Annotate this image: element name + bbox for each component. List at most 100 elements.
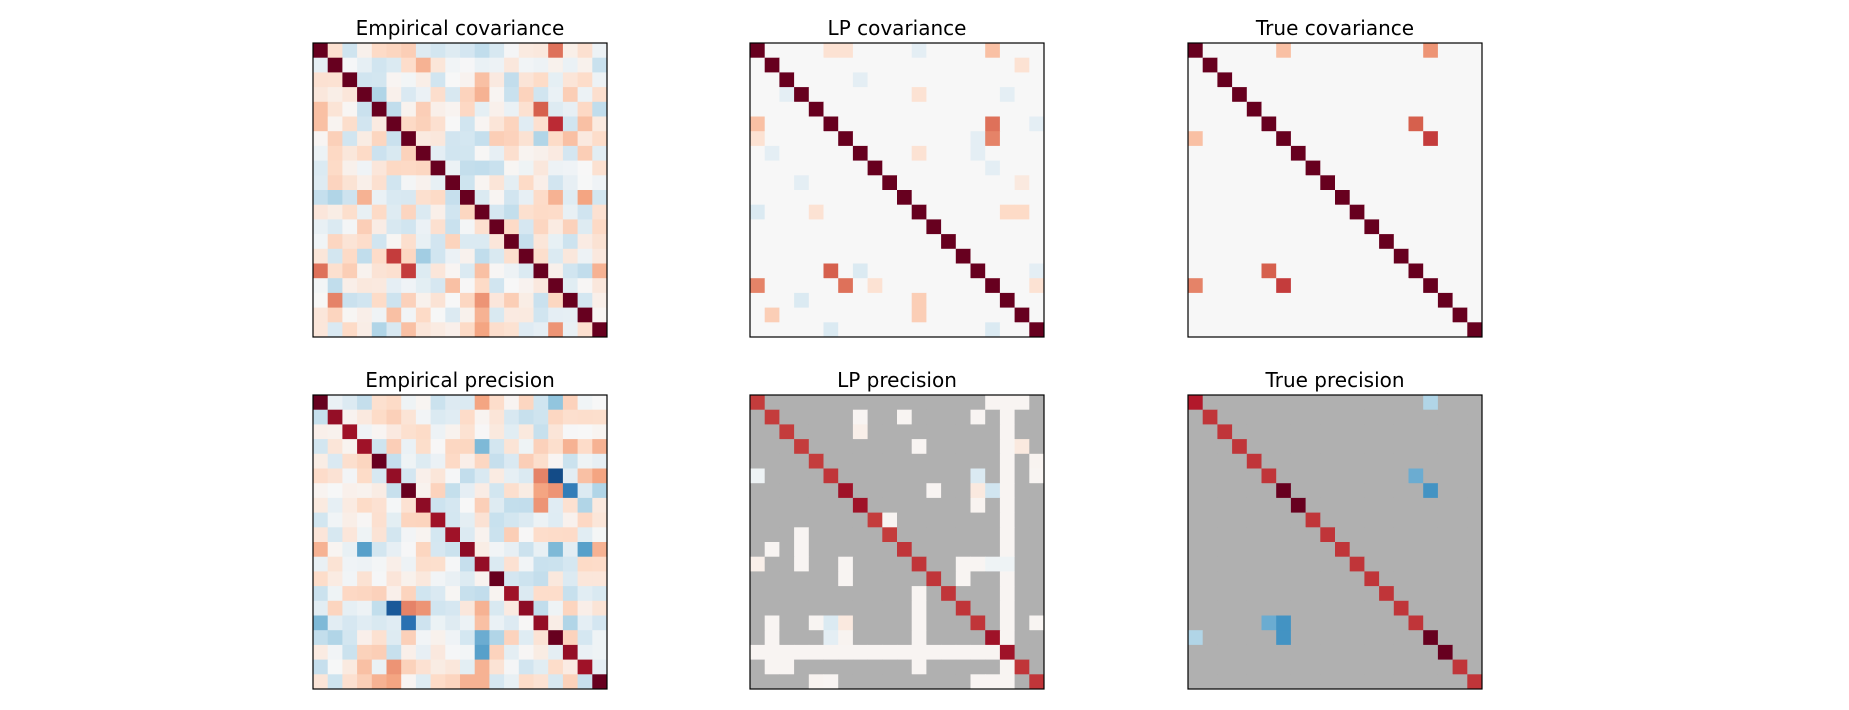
cell-14-3 bbox=[794, 600, 810, 616]
cell-14-17 bbox=[999, 248, 1015, 264]
cell-3-2 bbox=[342, 87, 358, 103]
cell-14-0 bbox=[313, 248, 329, 264]
cell-14-12 bbox=[926, 600, 942, 616]
cell-15-5 bbox=[1261, 263, 1277, 279]
cell-19-14 bbox=[518, 322, 534, 338]
cell-4-12 bbox=[926, 101, 942, 117]
cell-4-10 bbox=[1335, 453, 1351, 469]
cell-13-19 bbox=[592, 586, 608, 602]
cell-1-3 bbox=[357, 409, 373, 425]
cell-12-18 bbox=[1014, 571, 1030, 587]
cell-4-14 bbox=[955, 101, 971, 117]
cell-6-17 bbox=[999, 483, 1015, 499]
cell-16-1 bbox=[764, 630, 780, 646]
cell-2-2 bbox=[779, 72, 795, 88]
cell-9-13 bbox=[941, 175, 957, 191]
cell-9-3 bbox=[1232, 175, 1248, 191]
cell-19-2 bbox=[1217, 674, 1233, 690]
cell-19-8 bbox=[1305, 322, 1321, 338]
cell-5-14 bbox=[1393, 468, 1409, 484]
cell-3-16 bbox=[985, 87, 1001, 103]
cell-19-3 bbox=[794, 674, 810, 690]
cell-19-5 bbox=[386, 322, 402, 338]
cell-2-10 bbox=[460, 424, 476, 440]
cell-8-10 bbox=[897, 160, 913, 176]
cell-4-12 bbox=[1364, 453, 1380, 469]
cell-19-14 bbox=[1393, 674, 1409, 690]
cell-15-5 bbox=[386, 263, 402, 279]
cell-18-12 bbox=[1364, 307, 1380, 323]
cell-15-14 bbox=[955, 615, 971, 631]
cell-15-11 bbox=[474, 263, 490, 279]
cell-14-9 bbox=[882, 600, 898, 616]
cell-19-19 bbox=[592, 674, 608, 690]
cell-15-6 bbox=[838, 263, 854, 279]
cell-19-9 bbox=[882, 322, 898, 338]
cell-5-10 bbox=[897, 116, 913, 132]
cell-12-15 bbox=[970, 571, 986, 587]
cell-14-15 bbox=[533, 248, 549, 264]
cell-5-7 bbox=[1290, 116, 1306, 132]
cell-12-16 bbox=[985, 219, 1001, 235]
cell-19-16 bbox=[985, 674, 1001, 690]
cell-19-8 bbox=[430, 322, 446, 338]
cell-5-1 bbox=[764, 116, 780, 132]
cell-3-2 bbox=[1217, 87, 1233, 103]
cell-18-6 bbox=[1276, 659, 1292, 675]
cell-5-6 bbox=[401, 468, 417, 484]
cell-18-9 bbox=[882, 307, 898, 323]
cell-15-9 bbox=[1320, 263, 1336, 279]
cell-6-10 bbox=[897, 131, 913, 147]
cell-7-10 bbox=[1335, 145, 1351, 161]
cell-11-16 bbox=[548, 204, 564, 220]
cell-10-3 bbox=[1232, 542, 1248, 558]
cell-13-16 bbox=[548, 234, 564, 250]
cell-13-1 bbox=[764, 586, 780, 602]
cell-1-19 bbox=[592, 57, 608, 73]
cell-11-4 bbox=[808, 204, 824, 220]
cell-3-2 bbox=[779, 87, 795, 103]
cell-2-3 bbox=[1232, 424, 1248, 440]
cell-19-14 bbox=[955, 322, 971, 338]
cell-18-9 bbox=[1320, 659, 1336, 675]
cell-1-10 bbox=[1335, 409, 1351, 425]
cell-0-15 bbox=[970, 395, 986, 411]
cell-1-8 bbox=[430, 409, 446, 425]
cell-1-19 bbox=[1467, 57, 1483, 73]
cell-8-17 bbox=[562, 160, 578, 176]
cell-12-18 bbox=[1452, 571, 1468, 587]
cell-14-9 bbox=[445, 248, 461, 264]
cell-15-9 bbox=[1320, 615, 1336, 631]
cell-7-14 bbox=[1393, 497, 1409, 513]
cell-18-13 bbox=[1379, 659, 1395, 675]
title-true-precision: True precision bbox=[1264, 368, 1404, 392]
cell-12-12 bbox=[926, 571, 942, 587]
cell-4-16 bbox=[548, 453, 564, 469]
cell-18-17 bbox=[562, 307, 578, 323]
cell-1-13 bbox=[941, 409, 957, 425]
cell-16-3 bbox=[1232, 630, 1248, 646]
cell-19-10 bbox=[1335, 322, 1351, 338]
cell-16-2 bbox=[342, 630, 358, 646]
cell-12-19 bbox=[1467, 571, 1483, 587]
cell-10-19 bbox=[1467, 190, 1483, 206]
cell-6-19 bbox=[1467, 131, 1483, 147]
cell-1-10 bbox=[897, 409, 913, 425]
cell-15-0 bbox=[1188, 263, 1204, 279]
cell-9-16 bbox=[985, 527, 1001, 543]
cell-1-16 bbox=[1423, 409, 1439, 425]
cell-8-16 bbox=[548, 160, 564, 176]
cell-7-13 bbox=[941, 145, 957, 161]
cell-14-14 bbox=[955, 248, 971, 264]
cell-8-12 bbox=[926, 160, 942, 176]
cell-13-8 bbox=[1305, 586, 1321, 602]
cell-19-8 bbox=[430, 674, 446, 690]
cell-16-14 bbox=[955, 630, 971, 646]
cell-18-2 bbox=[1217, 307, 1233, 323]
cell-15-6 bbox=[838, 615, 854, 631]
cell-11-8 bbox=[1305, 556, 1321, 572]
cell-1-17 bbox=[999, 57, 1015, 73]
cell-6-2 bbox=[342, 131, 358, 147]
cell-6-4 bbox=[371, 131, 387, 147]
cell-3-13 bbox=[941, 87, 957, 103]
